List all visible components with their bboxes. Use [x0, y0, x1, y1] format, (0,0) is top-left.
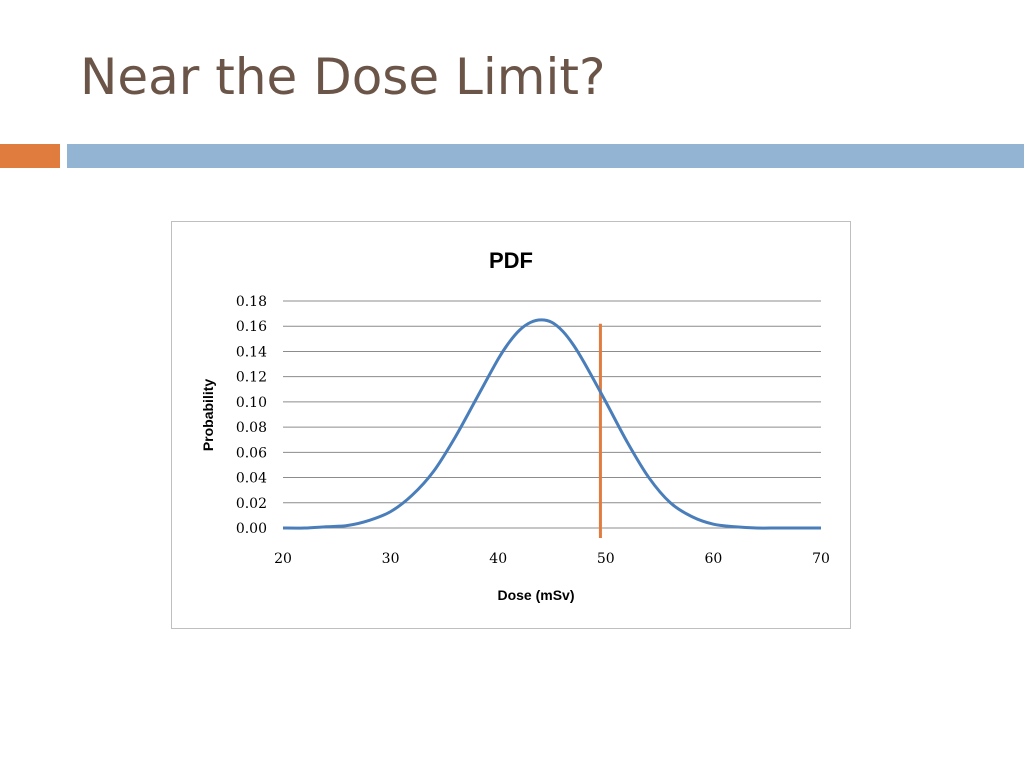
x-tick-label: 40: [489, 551, 507, 567]
accent-bar-blue: [67, 144, 1024, 168]
grid-layer: [283, 300, 821, 529]
y-tick-label: 0.10: [236, 395, 267, 411]
y-tick-label: 0.02: [236, 496, 267, 512]
y-tick-label: 0.06: [236, 445, 267, 461]
x-axis-label: Dose (mSv): [497, 587, 574, 603]
y-tick-label: 0.18: [236, 294, 267, 310]
pdf-chart: PDF Dose (mSv) Probability 0.000.020.040…: [200, 248, 830, 603]
series-layer: [282, 318, 821, 530]
chart-title: PDF: [489, 248, 533, 273]
pdf-curve: [282, 318, 821, 530]
y-tick-label: 0.14: [236, 344, 267, 360]
y-tick-label: 0.16: [236, 319, 267, 335]
chart-frame: PDF Dose (mSv) Probability 0.00 0.02 0.04 0…: [171, 221, 851, 629]
y-tick-label: 0.00: [236, 521, 267, 537]
slide-title: Near the Dose Limit?: [80, 48, 606, 106]
x-tick-labels: 20 30 40 50 60 70: [274, 551, 830, 567]
x-tick-label: 70: [812, 551, 830, 567]
x-tick-label: 30: [382, 551, 400, 567]
x-tick-label: 20: [274, 551, 292, 567]
x-tick-label: 50: [597, 551, 615, 567]
y-axis-label: Probability: [200, 379, 216, 452]
x-tick-label: 60: [704, 551, 722, 567]
y-tick-label: 0.04: [236, 471, 267, 487]
accent-bar-orange: [0, 144, 60, 168]
y-tick-label: 0.12: [236, 370, 267, 386]
y-tick-label: 0.08: [236, 420, 267, 436]
y-tick-labels: 0.00 0.02 0.04 0.06 0.08 0.10 0.12 0.14 0.16 0.18: [236, 294, 267, 537]
